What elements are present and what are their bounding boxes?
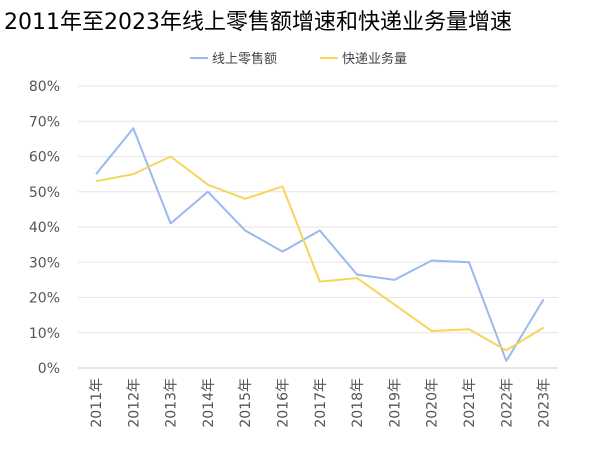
y-tick-label: 20% bbox=[29, 291, 60, 307]
chart-area: 0% 10% 20% 30% 40% 50% 60% 70% 80% 2011年 2012年 201… bbox=[0, 36, 594, 445]
x-axis: 2011年 2012年 2013年 2014年 2015年 2016年 2017年 2018年… bbox=[89, 378, 553, 428]
x-tick-label: 2015年 bbox=[238, 378, 254, 428]
x-tick-label: 2017年 bbox=[313, 378, 329, 428]
x-tick-label: 2020年 bbox=[425, 378, 441, 428]
legend: 线上零售额 快递业务量 bbox=[190, 51, 407, 67]
x-tick-label: 2022年 bbox=[499, 378, 515, 428]
y-tick-label: 50% bbox=[29, 185, 60, 201]
x-tick-label: 2012年 bbox=[126, 378, 142, 428]
y-tick-label: 0% bbox=[38, 361, 60, 377]
series-lines bbox=[95, 127, 545, 362]
x-tick-label: 2019年 bbox=[387, 378, 403, 428]
line-chart: 0%10%20%30%40%50%60%70%80% 2011年 2012年 201… bbox=[29, 51, 558, 428]
x-tick-label: 2018年 bbox=[350, 378, 366, 428]
series-line-2 bbox=[95, 155, 545, 352]
y-tick-label: 10% bbox=[29, 326, 60, 342]
y-tick-label: 70% bbox=[29, 114, 60, 130]
x-tick-label: 2011年 bbox=[89, 378, 105, 428]
series-line-1 bbox=[95, 127, 545, 362]
x-tick-label: 2023年 bbox=[537, 378, 553, 428]
legend-label: 线上零售额 bbox=[212, 51, 277, 67]
x-tick-label: 2016年 bbox=[276, 378, 292, 428]
y-tick-label: 30% bbox=[29, 255, 60, 271]
y-axis: 0% 10% 20% 30% 40% 50% 60% 70% 80% bbox=[29, 79, 60, 377]
x-tick-label: 2013年 bbox=[164, 378, 180, 428]
gridlines bbox=[78, 85, 558, 369]
x-tick-label: 2014年 bbox=[201, 378, 217, 428]
x-tick-label: 2021年 bbox=[462, 378, 478, 428]
y-tick-label: 60% bbox=[29, 150, 60, 166]
legend-label: 快递业务量 bbox=[342, 51, 407, 67]
chart-title: 2011年至2023年线上零售额增速和快递业务量增速 bbox=[4, 10, 512, 35]
y-tick-label: 80% bbox=[29, 79, 60, 95]
y-tick-label: 40% bbox=[29, 220, 60, 236]
